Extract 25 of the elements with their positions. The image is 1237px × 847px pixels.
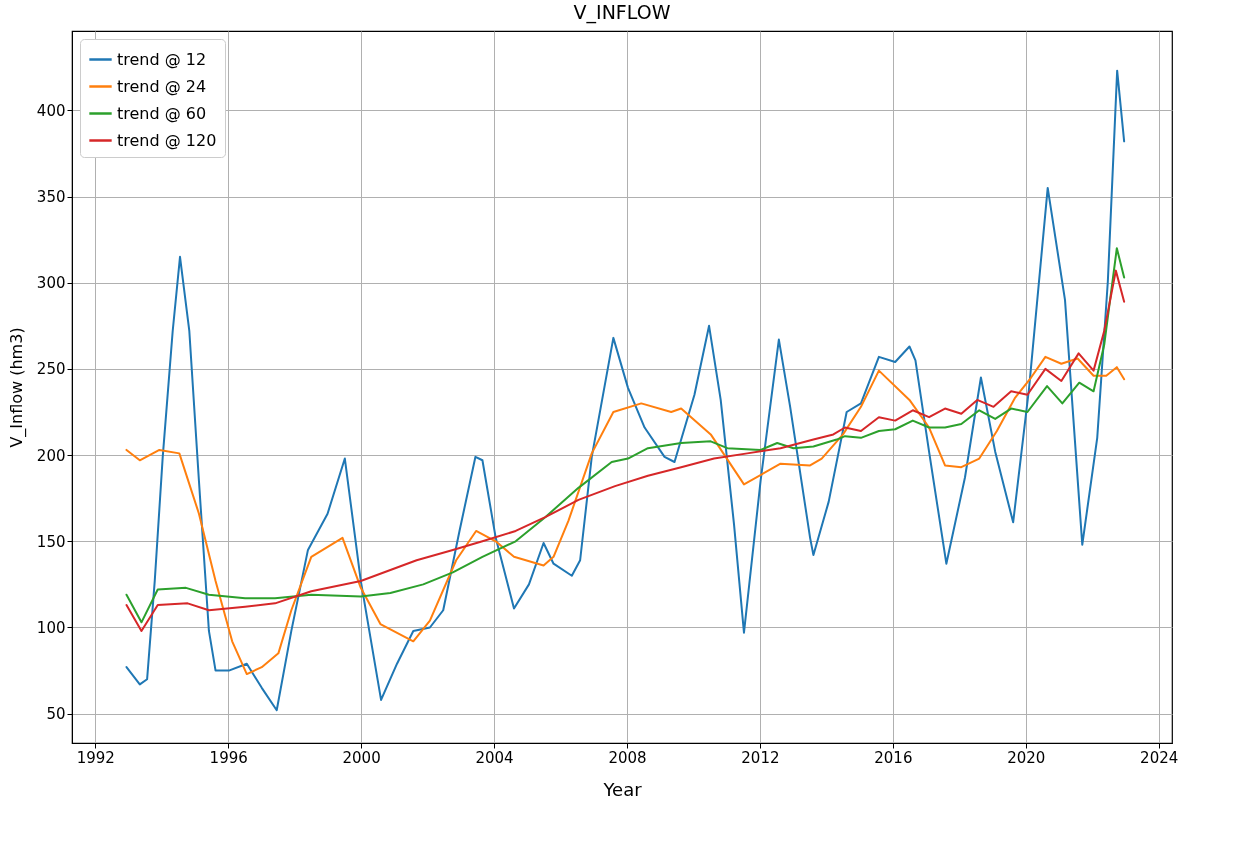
y-axis-title: V_Inflow (hm3): [6, 327, 27, 448]
y-tick-label: 100: [36, 618, 66, 637]
legend-label: trend @ 24: [117, 76, 207, 96]
x-tick-label: 2016: [874, 748, 913, 767]
x-axis-title: Year: [602, 778, 643, 800]
y-tick-label: 50: [46, 705, 66, 724]
y-tick-label: 150: [36, 532, 66, 551]
x-tick-label: 2000: [342, 748, 381, 767]
legend-label: trend @ 12: [117, 49, 207, 69]
y-tick-label: 300: [36, 274, 66, 293]
x-tick-label: 2024: [1140, 748, 1179, 767]
x-tick-label: 2004: [475, 748, 514, 767]
y-tick-label: 400: [36, 101, 66, 120]
x-tick-label: 2008: [608, 748, 647, 767]
chart-title: V_INFLOW: [573, 1, 671, 24]
x-tick-label: 2012: [741, 748, 780, 767]
y-tick-label: 350: [36, 188, 66, 206]
x-tick-label: 2020: [1007, 748, 1046, 767]
line-series: [125, 355, 1126, 676]
x-tick-label: 1996: [209, 748, 248, 767]
x-tick-label: 1992: [76, 748, 115, 767]
y-tick-label: 200: [36, 446, 66, 465]
legend-label: trend @ 60: [117, 103, 207, 123]
y-tick-label: 250: [36, 360, 66, 379]
legend-label: trend @ 120: [117, 130, 217, 150]
